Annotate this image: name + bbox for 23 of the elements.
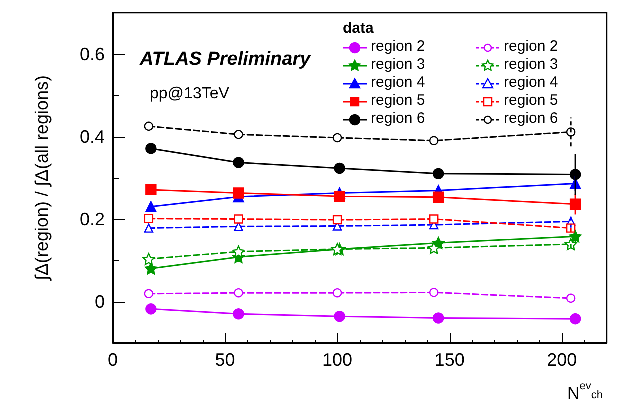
- y-axis-title: ∫Δ(region) / ∫Δ(all regions): [32, 76, 52, 282]
- y-tick-label: 0.2: [80, 209, 105, 230]
- legend-label: region 2: [371, 38, 426, 55]
- y-tick-label: 0.4: [80, 126, 105, 147]
- legend-label: region 4: [504, 74, 558, 91]
- legend-title: data: [343, 20, 374, 37]
- annotation: ATLAS Preliminary: [139, 49, 312, 70]
- x-tick-label: 50: [215, 350, 236, 370]
- x-tick-label: 200: [547, 350, 578, 370]
- legend-label: region 5: [504, 92, 558, 109]
- legend-label: region 5: [371, 92, 426, 109]
- legend-label: region 6: [504, 110, 558, 127]
- x-tick-label: 100: [322, 350, 353, 370]
- y-tick-label: 0.6: [80, 44, 105, 64]
- y-tick-label: 0: [94, 292, 105, 312]
- annotation: pp@13TeV: [150, 86, 230, 102]
- legend-label: region 6: [371, 110, 426, 127]
- legend-label: region 4: [371, 74, 426, 91]
- x-tick-label: 0: [108, 350, 118, 370]
- legend-label: region 3: [371, 56, 426, 73]
- legend-label: region 3: [504, 56, 558, 73]
- x-tick-label: 150: [434, 350, 465, 370]
- legend-label: region 2: [504, 38, 558, 55]
